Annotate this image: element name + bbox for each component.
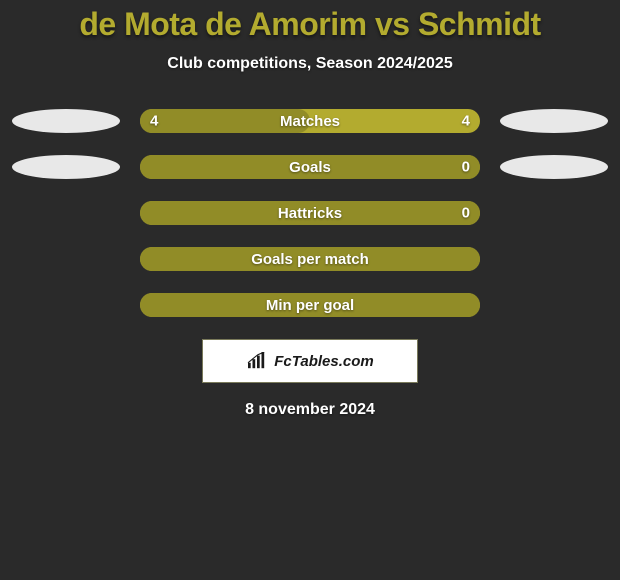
spacer bbox=[500, 247, 608, 271]
player-right-ellipse bbox=[500, 109, 608, 133]
date-label: 8 november 2024 bbox=[245, 401, 375, 419]
player-left-ellipse bbox=[12, 109, 120, 133]
stat-bar: Goals 0 bbox=[140, 155, 480, 179]
stat-row: 4 Matches 4 bbox=[0, 109, 620, 133]
stat-label: Goals bbox=[289, 159, 331, 176]
spacer bbox=[12, 247, 120, 271]
stat-left-value: 4 bbox=[150, 113, 158, 130]
stat-row: Min per goal bbox=[0, 293, 620, 317]
player-left-ellipse bbox=[12, 155, 120, 179]
stat-label: Goals per match bbox=[251, 251, 369, 268]
stat-label: Matches bbox=[280, 113, 340, 130]
stat-row: Goals per match bbox=[0, 247, 620, 271]
stat-bar: Hattricks 0 bbox=[140, 201, 480, 225]
subtitle: Club competitions, Season 2024/2025 bbox=[167, 55, 452, 73]
comparison-infographic: de Mota de Amorim vs Schmidt Club compet… bbox=[0, 0, 620, 580]
spacer bbox=[500, 293, 608, 317]
stat-bar: Goals per match bbox=[140, 247, 480, 271]
spacer bbox=[12, 201, 120, 225]
stat-row: Goals 0 bbox=[0, 155, 620, 179]
stat-label: Hattricks bbox=[278, 205, 342, 222]
player-right-ellipse bbox=[500, 155, 608, 179]
stat-right-value: 0 bbox=[462, 159, 470, 176]
stat-bar: 4 Matches 4 bbox=[140, 109, 480, 133]
stat-right-value: 0 bbox=[462, 205, 470, 222]
stat-row: Hattricks 0 bbox=[0, 201, 620, 225]
badge-text: FcTables.com bbox=[274, 353, 373, 370]
stats-container: 4 Matches 4 Goals 0 Hattricks 0 Goals per match… bbox=[0, 109, 620, 317]
stat-right-value: 4 bbox=[462, 113, 470, 130]
stat-bar: Min per goal bbox=[140, 293, 480, 317]
spacer bbox=[500, 201, 608, 225]
bar-chart-icon bbox=[246, 352, 268, 370]
page-title: de Mota de Amorim vs Schmidt bbox=[79, 6, 540, 43]
stat-label: Min per goal bbox=[266, 297, 354, 314]
spacer bbox=[12, 293, 120, 317]
source-badge: FcTables.com bbox=[202, 339, 418, 383]
